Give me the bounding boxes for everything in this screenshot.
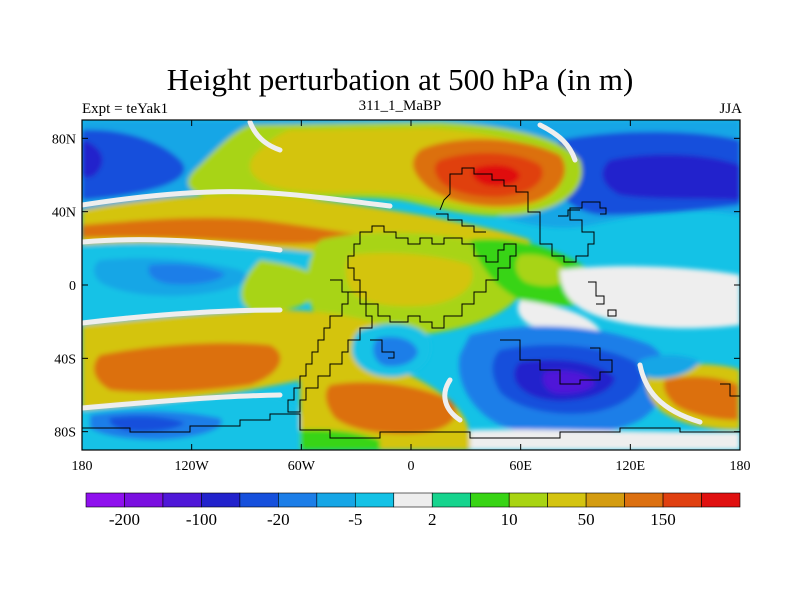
case-label: 311_1_MaBP (358, 98, 442, 114)
colorbar-swatch (585, 492, 625, 508)
colorbar-swatch (201, 492, 241, 508)
x-tick-label: 120E (616, 459, 646, 474)
x-tick-label: 60E (509, 459, 532, 474)
colorbar-label: 50 (578, 510, 595, 529)
y-tick-label: 80N (52, 132, 76, 147)
colorbar-swatch (547, 492, 587, 508)
x-tick-label: 0 (408, 459, 415, 474)
contour-field (82, 120, 740, 450)
y-tick-label: 80S (54, 426, 76, 441)
x-tick-label: 180 (730, 459, 751, 474)
y-axis: 80N 40N 0 40S 80S (52, 132, 740, 441)
colorbar-swatch (508, 492, 548, 508)
colorbar-label: 150 (650, 510, 676, 529)
colorbar-swatch (354, 492, 395, 508)
colorbar-swatch (316, 492, 356, 508)
colorbar-swatch (662, 492, 702, 508)
colorbar-swatch (239, 492, 279, 508)
season-label: JJA (719, 101, 742, 117)
colorbar-label: -20 (267, 510, 290, 529)
y-tick-label: 40S (54, 352, 76, 367)
colorbar-swatch (278, 492, 318, 508)
colorbar-label: 10 (501, 510, 518, 529)
coastlines (82, 167, 740, 439)
colorbar-swatch (624, 492, 664, 508)
colorbar-swatch (124, 492, 164, 508)
colorbar-label: 2 (428, 510, 437, 529)
colorbar-swatch (431, 492, 472, 508)
colorbar-swatch (162, 492, 202, 508)
experiment-label: Expt = teYak1 (82, 101, 169, 117)
y-tick-label: 0 (69, 279, 76, 294)
plot-title: Height perturbation at 500 hPa (in m) (166, 62, 634, 97)
x-axis: 180 120W 60W 0 60E 120E 180 (72, 120, 751, 474)
x-tick-label: 180 (72, 459, 93, 474)
x-tick-label: 120W (175, 459, 210, 474)
y-tick-label: 40N (52, 206, 76, 221)
colorbar-swatch (701, 492, 741, 508)
colorbar-label: -5 (348, 510, 362, 529)
x-tick-label: 60W (288, 459, 316, 474)
colorbar-swatch (85, 492, 125, 508)
colorbar-swatch (470, 492, 510, 508)
colorbar-label: -100 (186, 510, 217, 529)
neutral-contours (82, 120, 703, 425)
colorbar-label: -200 (109, 510, 140, 529)
colorbar: -200 -100 -20 -5 2 10 50 150 (85, 492, 741, 529)
colorbar-swatch (393, 492, 433, 508)
